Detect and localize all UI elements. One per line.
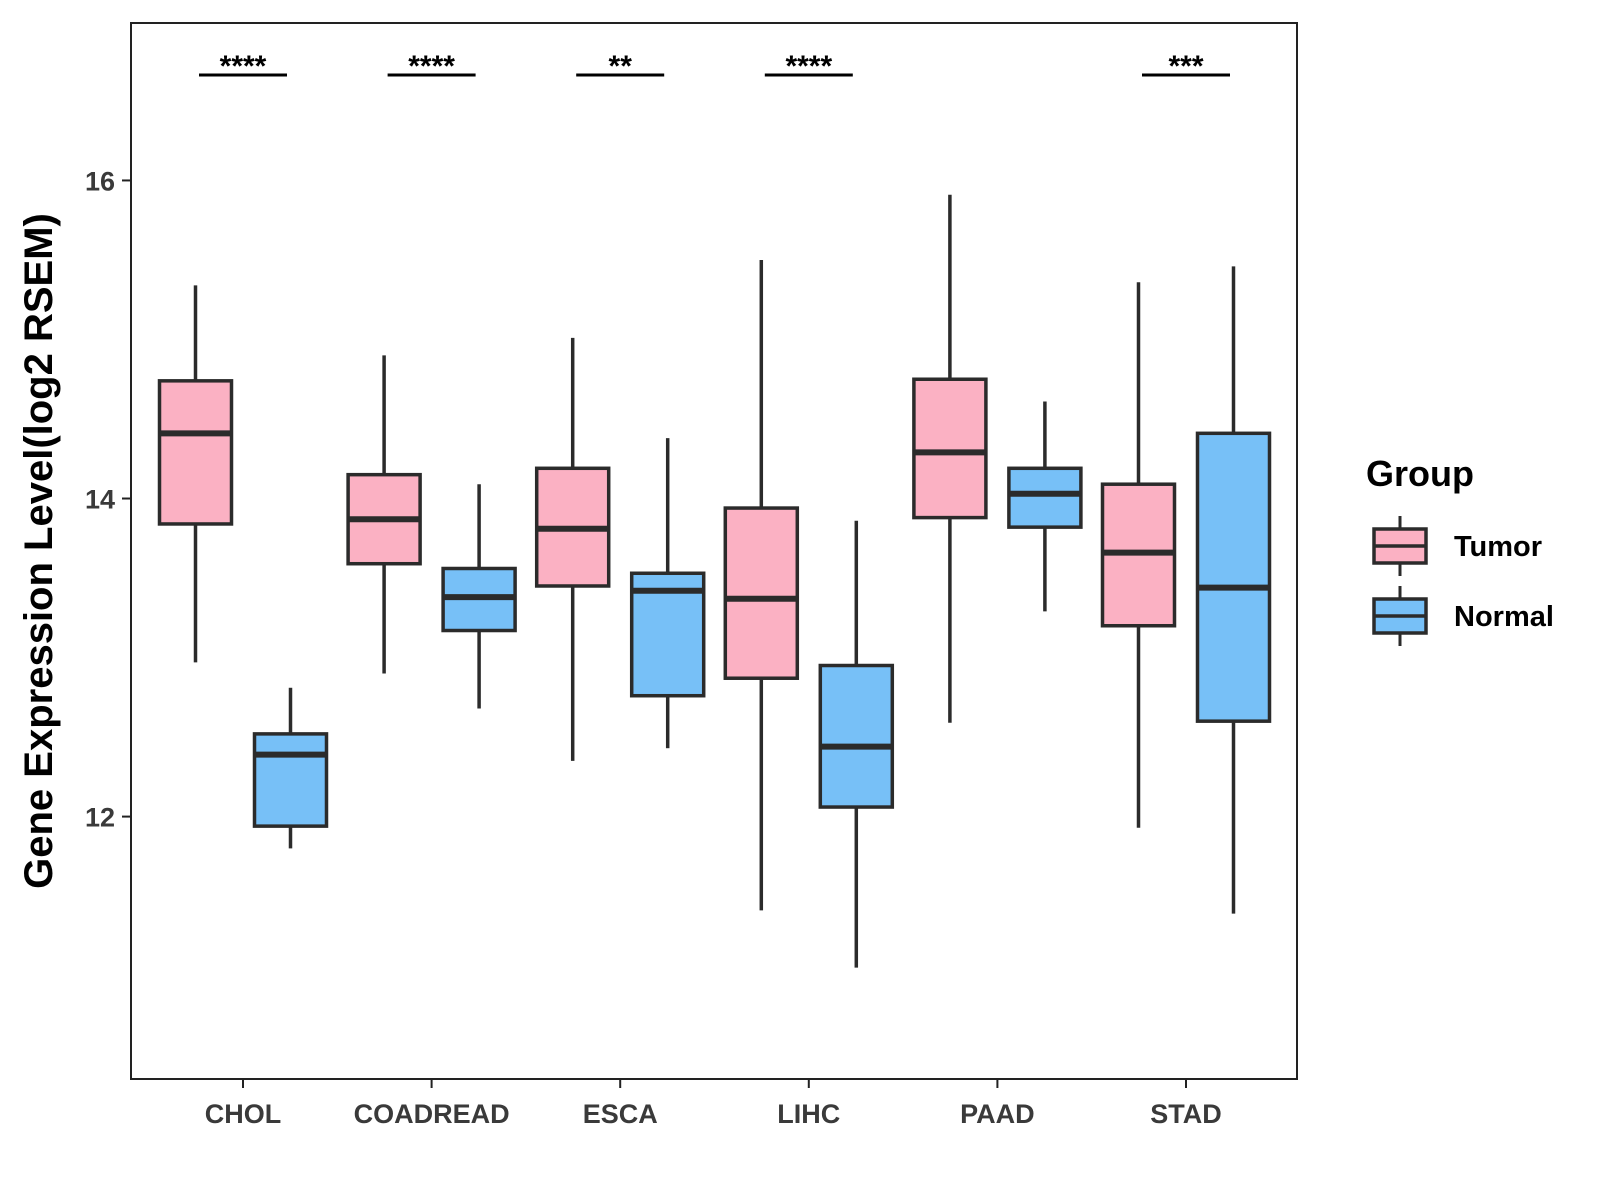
legend-title: Group [1366, 453, 1474, 494]
x-axis: CHOL COADREAD ESCA LIHC PAAD STAD [205, 1079, 1222, 1129]
box-normal-coadread [441, 484, 517, 709]
x-tick-label: STAD [1150, 1099, 1222, 1129]
box-tumor-chol [157, 285, 234, 663]
legend-label: Normal [1454, 601, 1554, 633]
box-tumor-esca [534, 337, 611, 761]
significance-label: **** [220, 50, 267, 83]
y-tick-label: 16 [85, 166, 115, 196]
legend-item-normal: Normal [1372, 586, 1554, 646]
legend: Group Tumor Normal [1366, 453, 1554, 646]
y-axis: 12 14 16 [85, 166, 131, 833]
significance-label: **** [408, 50, 455, 83]
x-tick-label: PAAD [960, 1099, 1035, 1129]
box-normal-lihc [818, 520, 895, 968]
box-body [912, 377, 988, 520]
plot-marks [157, 194, 1272, 968]
x-tick-label: CHOL [205, 1099, 282, 1129]
box-normal-esca [629, 438, 706, 749]
box-normal-paad [1007, 401, 1083, 612]
box-normal-chol [252, 687, 329, 849]
legend-label: Tumor [1454, 531, 1542, 563]
significance-label: *** [1168, 50, 1203, 83]
significance-annotations: **** **** ** **** *** [199, 50, 1230, 83]
box-tumor-stad [1100, 282, 1177, 828]
box-tumor-paad [912, 194, 988, 723]
box-normal-stad [1195, 266, 1272, 914]
box-body [157, 379, 234, 526]
x-tick-label: COADREAD [354, 1099, 510, 1129]
y-axis-title: Gene Expression Level(log2 RSEM) [17, 213, 61, 889]
significance-label: **** [785, 50, 832, 83]
box-body [1195, 431, 1272, 723]
x-tick-label: LIHC [777, 1099, 840, 1129]
y-tick-label: 14 [85, 485, 115, 515]
box-body [723, 506, 800, 680]
plot-panel-border [130, 22, 1298, 1080]
box-body [252, 732, 329, 828]
significance-label: ** [609, 50, 633, 83]
box-tumor-coadread [346, 355, 422, 674]
legend-item-tumor: Tumor [1372, 516, 1542, 576]
y-tick-label: 12 [85, 803, 115, 833]
x-tick-label: ESCA [583, 1099, 658, 1129]
box-tumor-lihc [723, 259, 800, 911]
box-body [1007, 466, 1083, 529]
box-body [818, 663, 895, 809]
